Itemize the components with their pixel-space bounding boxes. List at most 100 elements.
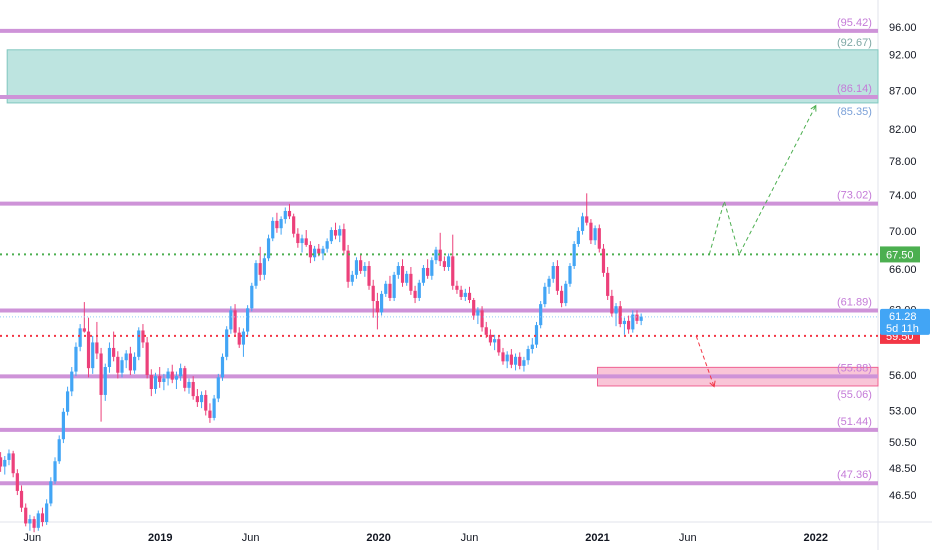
candle-body: [312, 248, 317, 258]
time-tick-label-2: Jun: [242, 532, 260, 544]
zones: (92.67) (85.35) (55.06): [6, 37, 879, 401]
candle-body: [400, 266, 405, 283]
candle-body: [488, 334, 493, 343]
candle-body: [32, 519, 36, 528]
level-label-3: (61.89): [837, 296, 872, 308]
candle-body: [321, 248, 325, 254]
time-tick-label-6: Jun: [679, 532, 697, 544]
candle-body: [530, 344, 534, 350]
candle-body: [212, 398, 216, 418]
candle-body: [622, 320, 627, 325]
candle-body: [451, 256, 455, 286]
candle-body: [91, 342, 95, 369]
candle-body: [225, 329, 229, 357]
projection-arrowhead-0: [810, 104, 817, 112]
candle-body: [409, 273, 413, 291]
candle-body: [564, 283, 568, 304]
candle-body: [484, 327, 488, 335]
candle-body: [149, 375, 153, 390]
price-tick-label-0: 96.00: [889, 22, 917, 34]
candle-body: [463, 292, 467, 297]
candle-body: [183, 368, 187, 388]
candle-body: [359, 260, 363, 271]
candle-body: [116, 356, 120, 373]
horizontal-levels: (95.42) (86.14) (73.02) (61.89) (55.88) (51.4…: [0, 17, 878, 486]
time-tick-label-1: 2019: [148, 532, 172, 544]
candle-body: [70, 371, 74, 392]
candle-body: [626, 320, 631, 330]
candle-body: [405, 273, 409, 283]
candle-body: [233, 310, 237, 333]
time-tick-label-7: 2022: [804, 532, 828, 544]
candle-body: [78, 328, 82, 347]
candle-body: [61, 411, 65, 440]
candle-body: [82, 328, 86, 332]
candle-body: [505, 354, 509, 362]
candle-body: [421, 267, 426, 283]
candle-body: [287, 210, 292, 217]
projection-arrowhead-1: [709, 380, 716, 388]
candle-body: [467, 292, 472, 301]
candle-body: [472, 300, 476, 316]
projection-path-1: [695, 335, 715, 387]
candle-body: [635, 314, 639, 321]
candle-body: [606, 272, 610, 296]
candle-body: [300, 238, 304, 244]
candle-body: [258, 263, 262, 275]
price-tick-label-2: 87.00: [889, 86, 917, 98]
candle-body: [124, 353, 128, 361]
candle-body: [216, 377, 220, 399]
candle-body: [493, 339, 497, 343]
candle-body: [522, 360, 526, 366]
price-tick-label-9: 56.00: [889, 370, 917, 382]
candle-body: [283, 210, 287, 220]
level-label-1: (86.14): [837, 83, 872, 95]
candle-body: [547, 278, 551, 287]
candle-body: [379, 293, 384, 313]
candle-body: [438, 249, 442, 262]
candle-body: [107, 347, 112, 368]
candle-body: [120, 360, 124, 373]
candle-body: [40, 513, 45, 522]
candle-body: [526, 349, 530, 361]
candle-body: [639, 316, 643, 321]
candle-body: [24, 507, 28, 524]
level-label-2: (73.02): [837, 190, 872, 202]
price-tick-label-13: 46.50: [889, 490, 917, 502]
candle-body: [480, 310, 484, 328]
price-tick-label-11: 50.50: [889, 437, 917, 449]
candle-body: [15, 473, 19, 491]
price-tick-label-6: 70.00: [889, 226, 917, 238]
candle-body: [388, 283, 392, 298]
level-label-4: (55.88): [837, 362, 872, 374]
candlestick-series: [0, 193, 643, 533]
candle-body: [384, 283, 388, 294]
candle-body: [614, 306, 618, 314]
candle-body: [543, 286, 547, 305]
price-tick-label-10: 53.00: [889, 406, 917, 418]
candle-body: [459, 289, 463, 297]
candle-body: [262, 258, 266, 275]
candle-body: [250, 285, 254, 309]
candle-body: [329, 230, 333, 242]
candle-body: [28, 519, 32, 524]
candle-body: [11, 453, 15, 474]
time-axis: Jun 2019 Jun 2020 Jun 2021 Jun 2022: [23, 532, 828, 544]
candle-body: [292, 216, 296, 234]
candle-body: [128, 353, 132, 371]
candle-body: [509, 354, 513, 365]
level-label-0: (95.42): [837, 17, 872, 29]
candle-body: [430, 260, 434, 276]
zone-label-0-0: (92.67): [837, 37, 872, 49]
candle-body: [74, 346, 78, 372]
candle-body: [132, 356, 137, 371]
candle-body: [166, 371, 170, 379]
price-tick-label-1: 92.00: [889, 49, 917, 61]
candle-body: [396, 266, 400, 275]
price-tick-label-4: 78.00: [889, 156, 917, 168]
candle-body: [45, 503, 49, 522]
candle-body: [333, 230, 338, 236]
time-tick-label-4: Jun: [461, 532, 479, 544]
